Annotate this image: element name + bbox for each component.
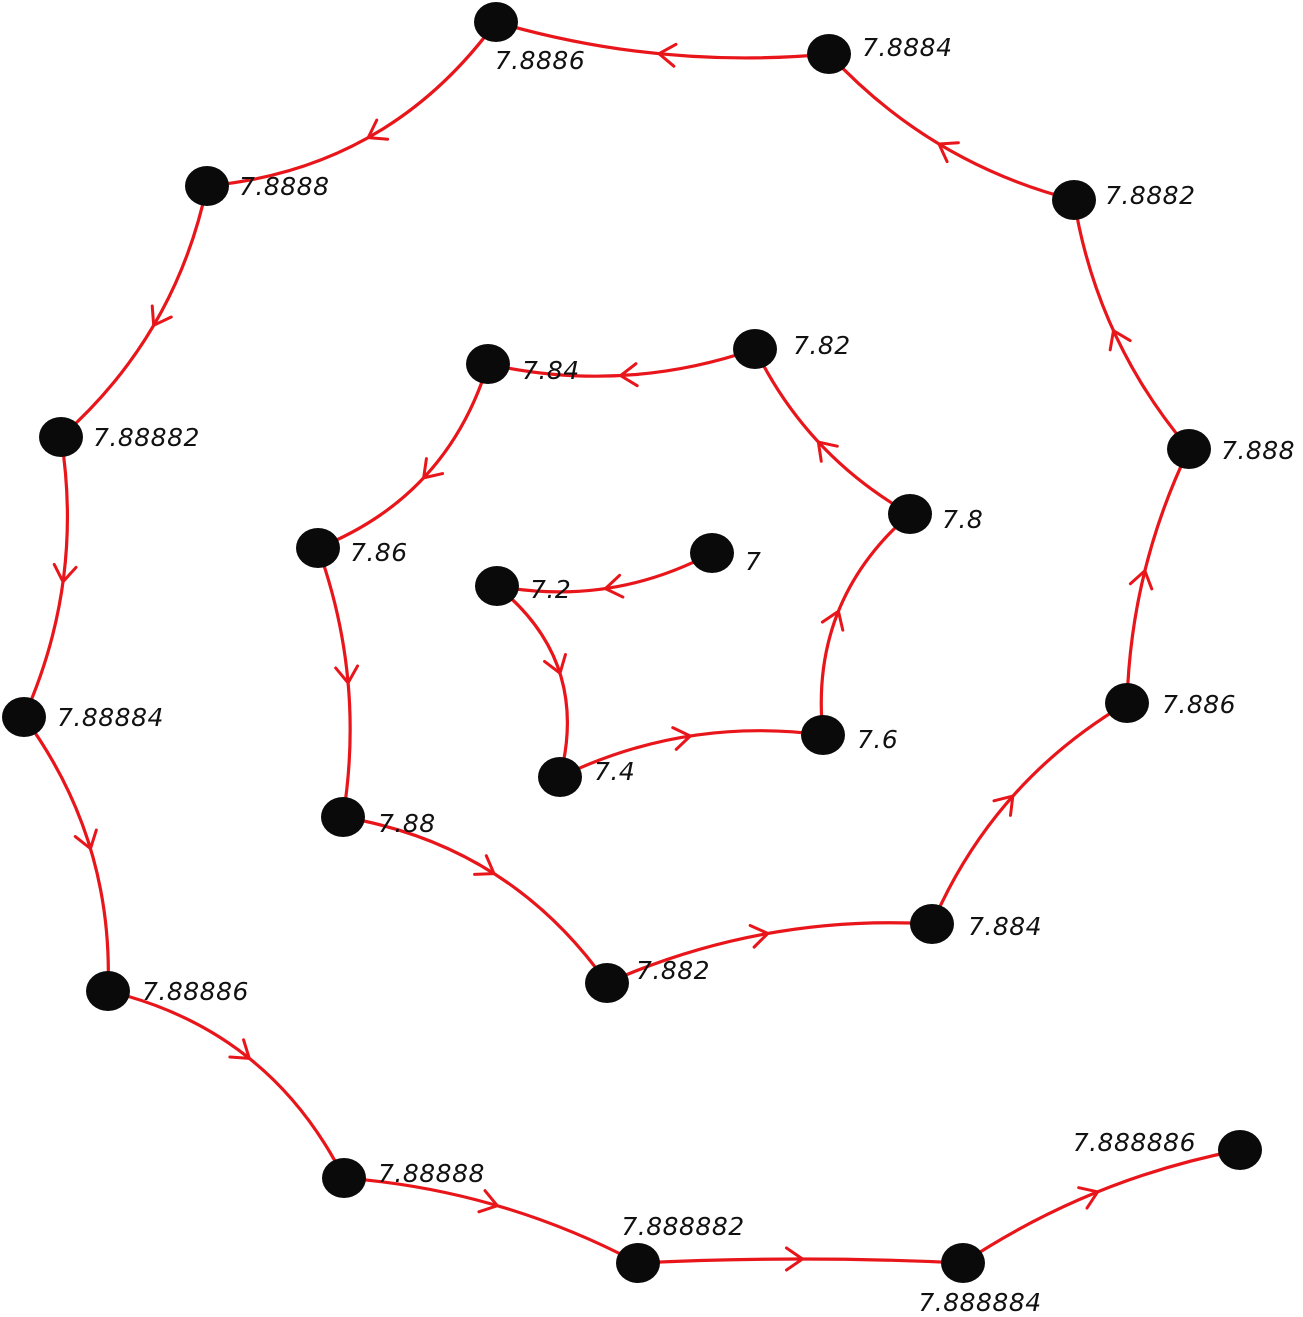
arrow-icon [820, 609, 845, 632]
arrow-icon [1077, 1186, 1100, 1210]
node-dot [2, 697, 46, 737]
arrow-icon [619, 362, 639, 388]
node-dot [941, 1243, 985, 1283]
arrow-icon [657, 42, 678, 68]
node-label: 7.8886 [495, 46, 585, 75]
spiral-segment [753, 347, 912, 516]
node-labels: 7 7.2 7.4 7.6 7.8 7.82 7.84 7.86 7.88 7.882 7.884 7… [57, 33, 1295, 1317]
node-label: 7.6 [857, 725, 898, 754]
node-label: 7.8882 [1105, 181, 1195, 210]
arrow-icon [422, 457, 445, 480]
node-dot [1218, 1130, 1262, 1170]
spiral-segment [495, 584, 569, 779]
arrow-icon [992, 794, 1015, 817]
node-dot [185, 166, 229, 206]
spiral-segment [59, 184, 209, 439]
node-dot [538, 757, 582, 797]
arrow-icon [816, 440, 839, 463]
node-dot [616, 1243, 660, 1283]
node-label: 7.82 [793, 331, 851, 360]
arrow-icon [748, 923, 770, 949]
node-label: 7.888 [1221, 436, 1295, 465]
node-dot [888, 494, 932, 534]
arrow-icon [228, 1038, 251, 1060]
arrow-icon [603, 573, 625, 599]
node-dot [733, 329, 777, 369]
node-dot [321, 797, 365, 837]
node-label: 7.88886 [142, 977, 249, 1006]
spiral-segment [1072, 198, 1191, 451]
arrow-icon [477, 1189, 499, 1214]
node-label: 7.84 [522, 356, 580, 385]
node-dot [1052, 180, 1096, 220]
node-dot [86, 971, 130, 1011]
node-label: 7.88884 [57, 703, 164, 732]
direction-arrows [52, 42, 1154, 1272]
node-dot [475, 566, 519, 606]
node-label: 7.888882 [621, 1212, 744, 1241]
node-label: 7.8 [942, 505, 983, 534]
spiral-segment [930, 701, 1129, 926]
arrow-icon [671, 726, 692, 751]
node-dot [585, 963, 629, 1003]
node-dot [322, 1158, 366, 1198]
arrow-icon [150, 304, 173, 327]
arrow-icon [1108, 329, 1132, 352]
arrow-icon [785, 1246, 804, 1272]
spiral-segment [819, 512, 912, 737]
node-dot [1105, 683, 1149, 723]
spiral-segment [316, 546, 352, 819]
arrow-icon [334, 664, 360, 685]
node-dot [801, 715, 845, 755]
spiral-segment [1125, 447, 1191, 705]
spiral-segment [106, 989, 346, 1180]
arrow-icon [73, 828, 98, 851]
node-label: 7.86 [350, 538, 408, 567]
arrow-icon [366, 118, 390, 141]
spiral-segment [316, 362, 490, 550]
node-label: 7.88 [378, 809, 436, 838]
node-markers [2, 2, 1262, 1283]
node-label: 7.886 [1162, 690, 1236, 719]
node-label: 7 [745, 547, 761, 576]
arrow-icon [937, 141, 960, 164]
arrow-icon [473, 854, 496, 876]
node-label: 7.884 [968, 912, 1042, 941]
node-dot [474, 2, 518, 42]
node-dot [39, 417, 83, 457]
node-dot [690, 533, 734, 573]
spiral-segment [205, 20, 498, 188]
node-label: 7.88888 [378, 1159, 485, 1188]
spiral-segment [342, 1176, 640, 1265]
node-label: 7.8884 [862, 33, 952, 62]
node-label: 7.888886 [1073, 1128, 1196, 1157]
node-dot [466, 344, 510, 384]
arrow-icon [543, 653, 567, 675]
arrow-icon [52, 562, 78, 584]
node-dot [807, 34, 851, 74]
node-label: 7.4 [594, 757, 635, 786]
node-dot [1167, 429, 1211, 469]
spiral-segment [961, 1148, 1242, 1265]
node-label: 7.882 [636, 956, 710, 985]
node-dot [910, 904, 954, 944]
node-label: 7.2 [530, 575, 571, 604]
node-dot [296, 528, 340, 568]
spiral-segment [827, 52, 1076, 202]
spiral-segment [22, 715, 110, 993]
spiral-segment [341, 815, 609, 985]
node-label: 7.88882 [93, 423, 200, 452]
node-label: 7.8888 [239, 172, 329, 201]
arrow-icon [1128, 569, 1154, 591]
node-label: 7.888884 [918, 1288, 1041, 1317]
